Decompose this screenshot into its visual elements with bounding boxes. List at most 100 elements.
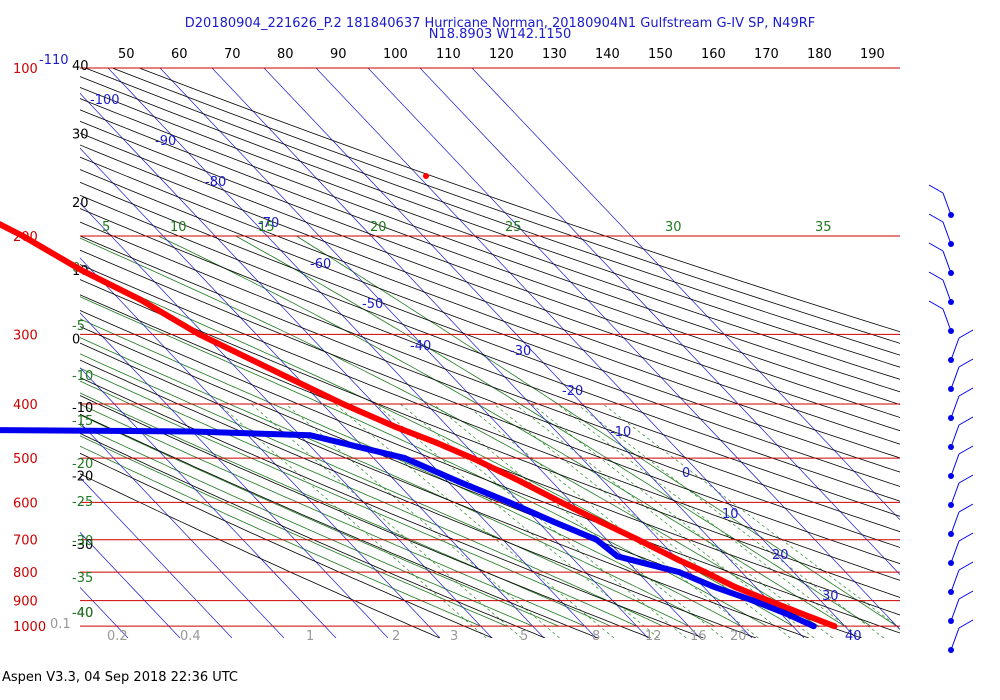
moist-adiabat-left-label: -30 (72, 534, 93, 549)
temperature-profile-point (635, 536, 642, 543)
dry-adiabat-line (80, 144, 900, 445)
isotherm-line (315, 68, 857, 638)
mixing-ratio-line (334, 403, 615, 638)
temperature-profile-point (798, 610, 805, 617)
mixing-ratio-label: 12 (645, 629, 662, 644)
chart-subtitle: N18.8903 W142.1150 (428, 27, 572, 42)
wind-barb-flag (958, 387, 974, 397)
isotherm-label: -10 (610, 425, 631, 440)
dry-adiabat-line (80, 156, 900, 459)
mixing-ratio-line (493, 403, 791, 638)
dewpoint-profile-point (307, 432, 314, 439)
isotherm-line (80, 531, 181, 638)
mixing-ratio-line (576, 403, 885, 638)
temperature-profile-point (423, 173, 429, 179)
wind-barb-staff (942, 279, 952, 303)
temperature-profile-point (674, 556, 681, 563)
dry-adiabat-line (80, 169, 900, 473)
wind-barb-staff (950, 598, 960, 622)
pressure-tick-label: 1000 (13, 620, 46, 635)
isotherm-line (0, 68, 24, 638)
wind-barb-staff (950, 511, 960, 535)
dewpoint-profile (0, 427, 817, 630)
dry-adiabat-line (139, 68, 900, 333)
mixing-ratio-line (400, 403, 687, 638)
isotherm-line (80, 257, 441, 638)
top-axis-tick-label: 130 (542, 47, 567, 62)
wind-barb-flag (958, 416, 974, 426)
isotherm-line (80, 312, 389, 638)
moist-adiabat-label: 10 (170, 220, 187, 235)
temperature-profile-point (393, 424, 400, 431)
pressure-tick-label: 900 (13, 595, 38, 610)
dewpoint-profile-point (401, 455, 408, 462)
wind-barb-flag (958, 590, 974, 600)
dry-adiabat-line (80, 181, 900, 487)
left-scale-tick-label: -30 (72, 538, 93, 553)
left-scale-tick-label: -10 (72, 401, 93, 416)
wind-barb-flag (928, 271, 944, 281)
wind-barb-staff (950, 337, 960, 361)
left-scale-tick-label: 0 (72, 333, 80, 348)
dry-adiabat-line (80, 294, 900, 616)
isotherm-label: -50 (362, 297, 383, 312)
wind-barb-staff (950, 366, 960, 390)
isotherm-line (471, 68, 900, 521)
dry-adiabat-line (80, 208, 900, 517)
isotherm-line (107, 68, 649, 638)
dry-adiabat-line (80, 279, 900, 598)
mixing-ratio-label: 20 (730, 629, 747, 644)
temperature-profile-point (517, 478, 524, 485)
left-scale-tick-label: 20 (72, 196, 89, 211)
mixing-ratio-label: 2 (392, 629, 400, 644)
dry-adiabat-line (80, 473, 440, 638)
wind-barb-flag (958, 619, 974, 629)
dry-adiabat-line (112, 68, 900, 344)
isotherm-label: 0 (682, 466, 690, 481)
wind-barb-staff (942, 192, 952, 216)
dewpoint-profile-point (506, 499, 513, 506)
left-scale-tick-label: -20 (72, 469, 93, 484)
temperature-profile-point (77, 266, 84, 273)
left-scale-tick-label: 40 (72, 59, 89, 74)
wind-barb-staff (950, 453, 960, 477)
top-axis-tick-label: 100 (383, 47, 408, 62)
dry-adiabat-line (80, 132, 900, 432)
top-axis-tick-label: 180 (807, 47, 832, 62)
top-axis-tick-label: 140 (595, 47, 620, 62)
mixing-ratio-line (251, 403, 522, 638)
wind-barb-staff (950, 569, 960, 593)
temperature-profile-point (273, 368, 280, 375)
isotherm-line (159, 68, 701, 638)
mixing-ratio-label: 8 (592, 629, 600, 644)
dry-adiabat-line (80, 109, 900, 405)
wind-barb-flag (928, 184, 944, 194)
wind-barb-flag (958, 445, 974, 455)
temperature-profile-point (469, 455, 476, 462)
pressure-tick-label: 100 (13, 62, 38, 77)
dewpoint-profile-point (614, 553, 621, 560)
left-scale-tick-label: -40 (72, 606, 93, 621)
isotherm-line (263, 68, 805, 638)
top-axis-tick-label: 50 (118, 47, 135, 62)
isotherm-label: -40 (410, 339, 431, 354)
dry-adiabat-line (80, 264, 900, 581)
mixing-ratio-label: 5 (520, 629, 528, 644)
isotherm-label: -100 (90, 93, 120, 108)
isotherm-line (0, 68, 76, 638)
moist-adiabat-label: 15 (258, 220, 275, 235)
top-axis-tick-label: 150 (648, 47, 673, 62)
wind-barb-flag (958, 474, 974, 484)
dry-adiabat-lines (80, 68, 900, 638)
temperature-profile-point (196, 331, 203, 338)
top-axis-tick-label: 110 (436, 47, 461, 62)
isotherm-lines (0, 68, 900, 638)
wind-barb-flag (958, 532, 974, 542)
isotherm-label: 40 (845, 629, 862, 644)
isotherm-line (80, 92, 597, 638)
mixing-ratio-label: 16 (690, 629, 707, 644)
isotherm-line (80, 477, 233, 638)
wind-barbs (928, 184, 974, 653)
